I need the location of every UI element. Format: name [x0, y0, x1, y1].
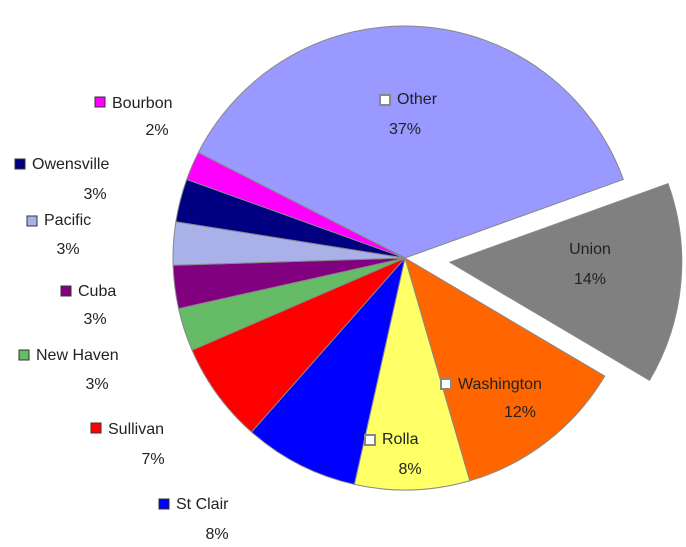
slice-label: Union [569, 241, 611, 258]
slice-value-label: 14% [574, 271, 606, 288]
slice-label: Washington [458, 376, 542, 393]
slice-label: Rolla [382, 431, 419, 448]
pie-slice [197, 25, 624, 259]
slice-label: New Haven [36, 347, 119, 364]
slice-label: Owensville [32, 156, 109, 173]
pie-slice [448, 183, 683, 382]
slice-label: Pacific [44, 212, 91, 229]
legend-marker [14, 158, 26, 170]
pie-slice [250, 257, 406, 486]
slice-value-label: 8% [205, 526, 228, 543]
legend-marker [90, 422, 102, 434]
slice-label: Bourbon [112, 95, 173, 112]
slice-value-label: 8% [398, 461, 421, 478]
slice-value-label: 3% [85, 376, 108, 393]
legend-marker [26, 215, 38, 227]
pie-slice [404, 256, 606, 482]
slice-label: Cuba [78, 283, 116, 300]
legend-marker [18, 349, 30, 361]
legend-marker [158, 498, 170, 510]
pie-slice [191, 257, 406, 433]
legend-marker [364, 434, 376, 446]
slice-value-label: 2% [145, 122, 168, 139]
slice-value-label: 12% [504, 404, 536, 421]
slice-label: Sullivan [108, 421, 164, 438]
legend-marker [60, 285, 72, 297]
slice-value-label: 37% [389, 121, 421, 138]
slice-label: St Clair [176, 496, 229, 513]
slice-value-label: 3% [56, 241, 79, 258]
slice-label: Other [397, 91, 438, 108]
slice-value-label: 7% [141, 451, 164, 468]
pie-slice [353, 257, 471, 491]
legend-marker [440, 378, 452, 390]
legend-marker [94, 96, 106, 108]
slice-value-label: 3% [83, 186, 106, 203]
legend-marker [379, 94, 391, 106]
pie-slice [186, 152, 406, 259]
slice-value-label: 3% [83, 311, 106, 328]
